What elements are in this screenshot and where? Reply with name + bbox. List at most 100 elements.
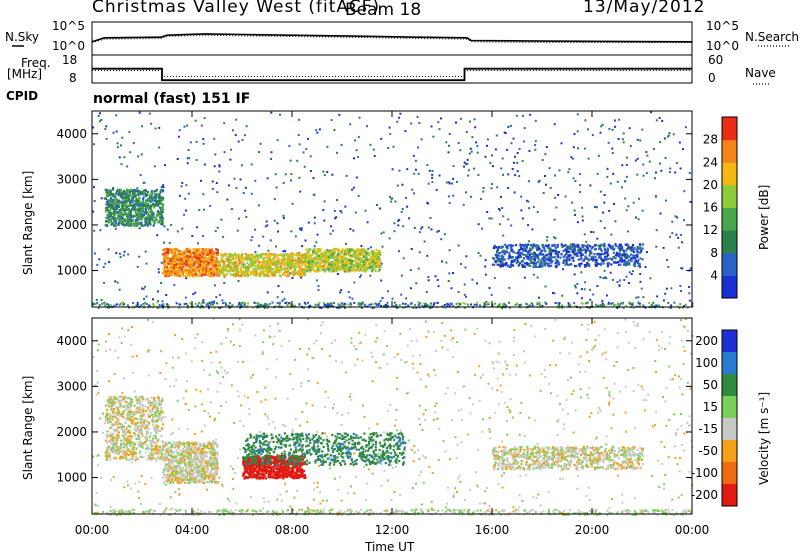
power-feature-0 bbox=[142, 193, 145, 196]
velocity-speckle bbox=[199, 481, 202, 483]
power-feature-1 bbox=[193, 261, 197, 264]
power-ground-scatter bbox=[581, 302, 584, 305]
power-feature-0 bbox=[144, 221, 148, 224]
power-feature-3 bbox=[367, 251, 370, 254]
power-ground-scatter bbox=[360, 306, 363, 309]
power-speckle bbox=[344, 205, 347, 208]
power-speckle bbox=[545, 146, 548, 148]
power-feature-4 bbox=[523, 249, 526, 252]
power-feature-2 bbox=[290, 262, 293, 265]
power-feature-1 bbox=[200, 260, 203, 263]
power-feature-1 bbox=[206, 248, 210, 252]
power-feature-0 bbox=[106, 192, 109, 195]
power-speckle bbox=[202, 299, 205, 302]
power-feature-2 bbox=[264, 274, 267, 277]
power-feature-2 bbox=[284, 270, 287, 273]
power-ground-scatter bbox=[378, 302, 381, 305]
power-speckle bbox=[447, 195, 450, 198]
velocity-speckle bbox=[674, 374, 677, 377]
power-feature-2 bbox=[291, 256, 294, 259]
power-feature-0 bbox=[140, 206, 143, 209]
power-ground-scatter bbox=[239, 306, 242, 309]
power-feature-4 bbox=[577, 246, 580, 249]
power-ground-scatter bbox=[610, 302, 613, 305]
power-feature-3 bbox=[378, 251, 381, 254]
power-feature-2 bbox=[272, 259, 275, 262]
power-speckle bbox=[233, 177, 236, 180]
power-feature-0 bbox=[134, 203, 137, 207]
power-speckle bbox=[347, 291, 350, 294]
power-speckle bbox=[317, 289, 320, 292]
power-speckle bbox=[445, 181, 448, 184]
power-feature-0 bbox=[111, 193, 114, 196]
power-ground-scatter bbox=[216, 302, 218, 305]
power-feature-2 bbox=[273, 274, 276, 277]
power-ground-scatter bbox=[554, 302, 557, 304]
power-speckle bbox=[387, 147, 390, 149]
power-speckle bbox=[496, 186, 499, 189]
power-feature-0 bbox=[125, 222, 128, 225]
power-feature-0 bbox=[143, 202, 146, 205]
power-speckle bbox=[622, 132, 625, 135]
power-speckle bbox=[416, 116, 419, 118]
power-feature-1 bbox=[178, 260, 181, 263]
power-speckle bbox=[254, 228, 257, 231]
power-feature-1 bbox=[183, 268, 186, 271]
power-feature-0 bbox=[122, 209, 125, 212]
power-ground-scatter bbox=[587, 301, 589, 304]
power-feature-1 bbox=[212, 267, 215, 270]
power-speckle bbox=[678, 141, 681, 144]
power-feature-3 bbox=[307, 268, 311, 271]
power-feature-3 bbox=[352, 268, 355, 271]
power-feature-3 bbox=[304, 264, 307, 267]
power-feature-0 bbox=[155, 197, 158, 200]
power-feature-1 bbox=[171, 256, 175, 259]
power-feature-2 bbox=[249, 257, 252, 260]
power-speckle bbox=[679, 167, 682, 170]
power-feature-4 bbox=[575, 254, 578, 257]
power-feature-0 bbox=[112, 202, 115, 205]
power-feature-4 bbox=[623, 260, 626, 263]
power-feature-4 bbox=[631, 244, 635, 247]
power-feature-4 bbox=[522, 263, 525, 266]
power-ground-scatter bbox=[363, 303, 366, 306]
power-speckle bbox=[409, 269, 412, 271]
power-speckle bbox=[168, 242, 171, 245]
power-speckle bbox=[148, 112, 151, 115]
power-feature-3 bbox=[365, 259, 368, 262]
power-speckle bbox=[441, 260, 443, 263]
power-speckle bbox=[436, 279, 439, 281]
power-feature-3 bbox=[321, 268, 324, 272]
power-feature-4 bbox=[632, 248, 635, 251]
power-speckle bbox=[584, 119, 587, 122]
power-feature-3 bbox=[339, 268, 342, 271]
power-feature-4 bbox=[606, 265, 609, 268]
power-speckle bbox=[276, 139, 279, 142]
power-speckle bbox=[398, 218, 401, 221]
power-feature-3 bbox=[358, 269, 361, 273]
power-speckle bbox=[392, 145, 395, 148]
power-speckle bbox=[437, 285, 440, 288]
power-feature-3 bbox=[332, 252, 335, 255]
power-feature-0 bbox=[134, 196, 137, 199]
power-feature-2 bbox=[252, 260, 255, 263]
power-speckle bbox=[105, 137, 108, 140]
power-feature-3 bbox=[324, 270, 327, 273]
power-ground-scatter bbox=[318, 306, 321, 309]
power-feature-2 bbox=[302, 260, 305, 263]
power-speckle bbox=[283, 297, 286, 300]
power-feature-2 bbox=[282, 272, 285, 275]
power-speckle bbox=[491, 263, 494, 266]
power-feature-1 bbox=[177, 256, 181, 259]
power-speckle bbox=[240, 164, 243, 167]
power-feature-1 bbox=[178, 272, 182, 275]
power-feature-4 bbox=[523, 247, 526, 251]
power-feature-3 bbox=[345, 249, 348, 252]
power-speckle bbox=[625, 175, 628, 178]
power-feature-1 bbox=[199, 266, 202, 270]
power-feature-4 bbox=[578, 263, 581, 267]
power-feature-0 bbox=[159, 218, 162, 221]
power-feature-1 bbox=[173, 268, 176, 272]
power-feature-2 bbox=[280, 268, 284, 272]
power-feature-2 bbox=[294, 266, 298, 269]
